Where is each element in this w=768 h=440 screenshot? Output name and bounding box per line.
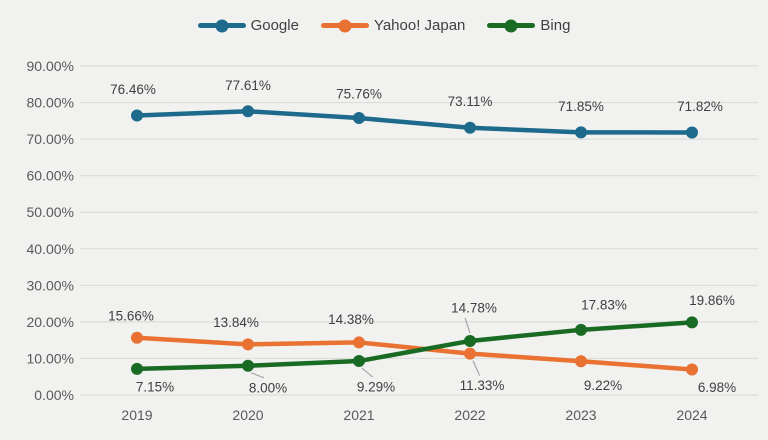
legend-line-marker-icon [197, 19, 246, 32]
data-label-yahoo-japan: 15.66% [108, 308, 154, 323]
legend-dot-icon [215, 19, 229, 32]
data-point-google [686, 126, 698, 139]
y-axis-tick-label: 0.00% [34, 387, 74, 403]
series-line-yahoo-japan [134, 335, 695, 372]
data-label-leader-line [250, 372, 265, 379]
data-point-yahoo-japan [131, 331, 143, 344]
y-axis-tick-label: 10.00% [27, 350, 74, 366]
data-label-bing: 9.29% [357, 380, 395, 395]
data-point-google [131, 109, 143, 122]
x-axis-tick-label: 2023 [565, 407, 596, 423]
data-label-yahoo-japan: 6.98% [698, 380, 736, 395]
data-point-yahoo-japan [242, 338, 254, 351]
x-axis-tick-label: 2021 [343, 407, 374, 423]
data-point-bing [575, 323, 587, 336]
legend-label: Bing [540, 17, 571, 34]
data-label-leader-line [464, 317, 471, 334]
data-label-yahoo-japan: 14.38% [328, 312, 374, 327]
data-label-google: 77.61% [225, 78, 271, 93]
data-point-google [353, 112, 365, 125]
data-label-yahoo-japan: 11.33% [460, 378, 505, 393]
y-axis-tick-label: 70.00% [27, 131, 74, 147]
legend-item-yahoo-japan: Yahoo! Japan [320, 17, 466, 34]
chart-legend: Google Yahoo! Japan Bing [0, 17, 768, 34]
data-label-google: 76.46% [110, 82, 156, 97]
data-label-bing: 8.00% [249, 380, 287, 395]
data-label-leader-line [472, 360, 481, 376]
legend-label: Google [250, 17, 299, 34]
data-label-yahoo-japan: 9.22% [584, 378, 622, 393]
series-line-google [134, 109, 695, 135]
data-point-yahoo-japan [686, 363, 698, 376]
data-label-google: 71.85% [558, 99, 604, 114]
data-label-yahoo-japan: 13.84% [213, 315, 259, 330]
data-point-google [575, 126, 587, 139]
data-point-bing [353, 355, 365, 368]
y-axis-tick-label: 20.00% [27, 314, 74, 330]
y-axis-tick-label: 50.00% [27, 204, 74, 220]
data-point-google [464, 121, 476, 134]
legend-dot-icon [338, 19, 352, 32]
data-point-yahoo-japan [353, 336, 365, 349]
y-axis-tick-label: 40.00% [27, 241, 74, 257]
y-axis-tick-label: 80.00% [27, 95, 74, 111]
data-point-bing [686, 316, 698, 329]
x-axis-tick-label: 2022 [454, 407, 485, 423]
data-label-bing: 7.15% [136, 379, 174, 394]
data-label-google: 75.76% [336, 87, 382, 102]
legend-dot-icon [504, 19, 518, 32]
data-point-bing [242, 359, 254, 372]
x-axis-tick-label: 2020 [232, 407, 263, 423]
legend-line-marker-icon [487, 19, 536, 32]
y-axis-tick-label: 90.00% [27, 58, 74, 74]
x-axis-tick-label: 2019 [121, 407, 152, 423]
data-point-bing [131, 362, 143, 375]
y-axis-tick-label: 60.00% [27, 168, 74, 184]
data-label-bing: 19.86% [689, 293, 735, 308]
y-axis-tick-label: 30.00% [27, 277, 74, 293]
data-label-bing: 14.78% [451, 300, 497, 315]
series-line-bing [134, 320, 695, 372]
legend-line-marker-icon [320, 19, 369, 32]
legend-item-google: Google [197, 17, 299, 34]
data-point-bing [464, 334, 476, 347]
data-label-bing: 17.83% [581, 297, 627, 312]
x-axis-tick-label: 2024 [676, 407, 707, 423]
data-point-yahoo-japan [575, 355, 587, 368]
data-point-google [242, 105, 254, 118]
legend-item-bing: Bing [487, 17, 570, 34]
data-label-leader-line [361, 367, 373, 378]
data-point-yahoo-japan [464, 347, 476, 360]
legend-label: Yahoo! Japan [373, 17, 466, 34]
data-label-google: 73.11% [448, 94, 493, 109]
data-label-google: 71.82% [677, 99, 723, 114]
